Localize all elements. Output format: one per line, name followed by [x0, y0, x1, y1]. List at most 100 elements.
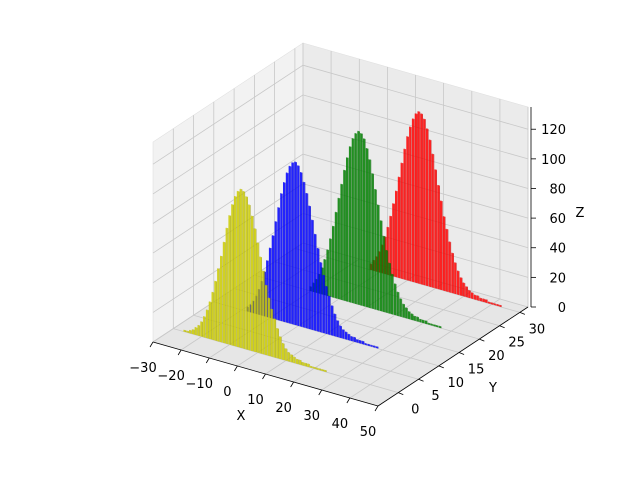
bar-front-face: [322, 275, 325, 334]
bar: [389, 215, 392, 276]
bar-front-face: [305, 193, 308, 329]
y-tick-label: 20: [488, 349, 505, 364]
bar-top-face: [411, 118, 415, 120]
bar: [348, 146, 352, 303]
bar-top-face: [307, 363, 310, 365]
bar-front-face: [189, 330, 192, 334]
y-tick-label: 0: [411, 403, 419, 418]
bar-top-face: [295, 358, 299, 360]
bar-top-face: [329, 238, 332, 240]
bar-top-face: [350, 336, 354, 337]
bar-top-face: [436, 325, 439, 326]
bar-front-face: [385, 250, 388, 313]
bar-front-face: [456, 270, 460, 296]
bar: [194, 327, 198, 336]
bar-top-face: [323, 259, 327, 260]
bar-top-face: [333, 313, 337, 315]
bar-top-face: [312, 366, 316, 368]
bar: [417, 111, 421, 284]
bar: [259, 256, 262, 354]
bar: [396, 291, 400, 317]
bar: [385, 249, 389, 313]
bar: [346, 157, 349, 302]
bar-front-face: [402, 303, 405, 318]
bar: [203, 316, 206, 338]
bar-front-face: [465, 286, 468, 298]
bar-top-face: [373, 345, 376, 347]
bar-front-face: [374, 189, 377, 310]
bar-front-face: [416, 316, 419, 322]
bar: [365, 148, 369, 308]
series-group: [183, 188, 327, 373]
bar-top-face: [427, 322, 431, 324]
bar: [456, 270, 460, 296]
bar: [301, 361, 305, 366]
bar: [367, 343, 370, 347]
bar-front-face: [459, 277, 462, 296]
bar-front-face: [299, 172, 303, 327]
bar-top-face: [267, 297, 271, 299]
bar-front-face: [391, 274, 394, 315]
bar-front-face: [330, 305, 334, 336]
bar-top-face: [328, 295, 331, 297]
bar-top-face: [200, 321, 203, 323]
bar-top-face: [288, 165, 292, 167]
bar-front-face: [382, 236, 385, 313]
x-tick-label: 0: [223, 385, 231, 400]
bar-top-face: [422, 319, 425, 321]
bar-front-face: [496, 304, 499, 307]
bar-top-face: [324, 369, 327, 371]
bar-top-face: [336, 320, 340, 322]
bar: [205, 309, 209, 339]
bar: [391, 273, 394, 315]
bar: [295, 358, 299, 365]
bar-top-face: [371, 173, 374, 175]
bar-top-face: [280, 193, 283, 194]
bar-front-face: [379, 220, 382, 312]
bar-top-face: [354, 133, 358, 134]
bar: [451, 252, 454, 294]
bar: [431, 153, 435, 288]
bar: [189, 329, 192, 334]
bar-front-face: [298, 359, 301, 365]
bar-top-face: [493, 303, 497, 304]
bar-front-face: [431, 153, 434, 288]
bar: [308, 205, 311, 330]
bar-front-face: [329, 238, 332, 297]
y-tick-mark: [499, 325, 505, 329]
bar-top-face: [389, 215, 392, 217]
bar-front-face: [351, 138, 354, 304]
bar-top-face: [473, 294, 477, 296]
bar-top-face: [362, 138, 366, 140]
bar: [462, 282, 466, 297]
bar: [482, 298, 485, 303]
bar-top-face: [490, 302, 494, 304]
bar-top-face: [321, 369, 324, 370]
bar-front-face: [222, 242, 225, 344]
bar-front-face: [259, 256, 262, 354]
bar-top-face: [222, 241, 226, 243]
bar-front-face: [293, 356, 296, 364]
y-tick-label: 5: [431, 389, 439, 404]
bar-front-face: [297, 165, 300, 327]
bar: [315, 367, 319, 370]
bar-top-face: [430, 323, 434, 325]
bar: [370, 344, 373, 347]
bar: [245, 196, 248, 350]
bar: [422, 319, 425, 324]
bar: [280, 193, 283, 322]
bar-front-face: [318, 368, 321, 371]
bar-top-face: [456, 270, 460, 272]
bar-front-face: [479, 297, 482, 302]
bar-top-face: [364, 343, 368, 344]
bar: [337, 197, 341, 300]
bar-front-face: [392, 203, 395, 277]
bar-top-face: [438, 325, 442, 327]
bar: [399, 298, 403, 317]
bar-front-face: [200, 321, 203, 337]
bar-top-face: [228, 215, 232, 217]
bar-top-face: [487, 301, 491, 303]
bar-front-face: [358, 340, 362, 344]
bar: [379, 220, 383, 312]
